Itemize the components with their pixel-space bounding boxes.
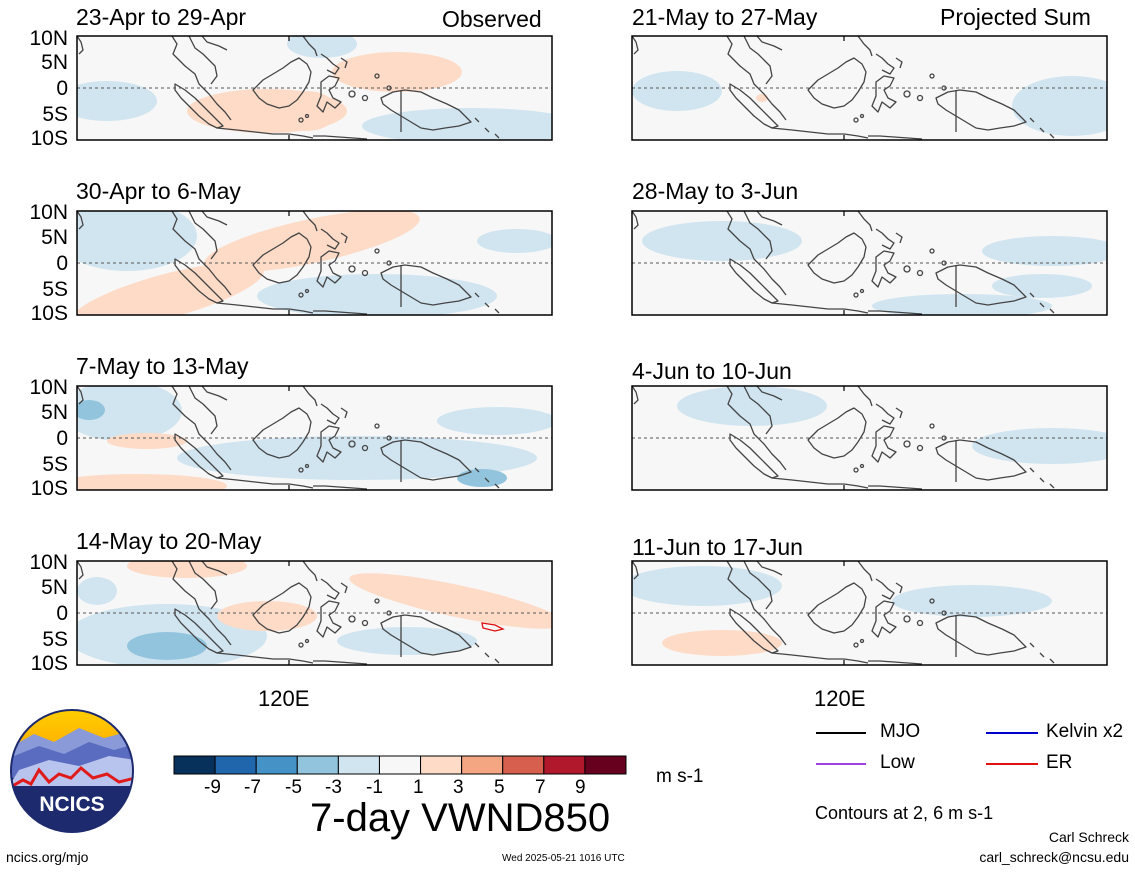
panel-title-obs1: 23-Apr to 29-Apr xyxy=(76,4,247,30)
lat-label: 10S xyxy=(30,302,68,325)
colorbar-swatch xyxy=(502,755,545,775)
colorbar-label: 9 xyxy=(575,777,586,798)
lon-label-left: 120E xyxy=(258,686,310,711)
lat-label: 10N xyxy=(29,376,68,399)
panel-title-prj1: 21-May to 27-May xyxy=(632,4,818,30)
legend-label-er: ER xyxy=(1046,752,1073,773)
colorbar-swatch xyxy=(173,755,216,775)
colorbar-label: -7 xyxy=(244,777,261,798)
author: Carl Schreck xyxy=(1048,829,1129,845)
lon-label-right: 120E xyxy=(814,686,866,711)
colorbar-label: -1 xyxy=(366,777,383,798)
lat-label: 5S xyxy=(42,628,68,651)
legend-label-low: Low xyxy=(880,752,915,773)
colorbar-swatch xyxy=(296,755,339,775)
panel-title-prj3: 4-Jun to 10-Jun xyxy=(632,358,792,384)
lat-label: 10S xyxy=(30,652,68,675)
map-panel-obs2 xyxy=(76,210,553,316)
colorbar-label: 1 xyxy=(413,777,424,798)
lat-label: 10N xyxy=(29,27,68,50)
map-panel-obs1 xyxy=(76,35,553,141)
colorbar xyxy=(173,755,627,775)
lat-label: 5S xyxy=(42,453,68,476)
colorbar-swatch xyxy=(337,755,380,775)
lat-label: 0 xyxy=(56,252,68,275)
panel-title-obs3: 7-May to 13-May xyxy=(76,353,249,379)
lat-label: 10N xyxy=(29,201,68,224)
legend-line-er xyxy=(986,763,1038,765)
ncics-logo: NCICS xyxy=(10,709,134,833)
panel-title-prj4: 11-Jun to 17-Jun xyxy=(632,534,803,560)
colorbar-swatch xyxy=(461,755,504,775)
colorbar-label: 7 xyxy=(535,777,546,798)
colorbar-swatch xyxy=(255,755,298,775)
map-panel-prj3 xyxy=(631,385,1108,491)
lat-label: 0 xyxy=(56,602,68,625)
colorbar-swatch xyxy=(584,755,627,775)
projected-header: Projected Sum xyxy=(940,4,1091,30)
observed-header: Observed xyxy=(442,6,542,32)
lat-label: 5N xyxy=(41,401,68,424)
map-panel-prj4 xyxy=(631,560,1108,666)
colorbar-label: 3 xyxy=(453,777,464,798)
panel-title-prj2: 28-May to 3-Jun xyxy=(632,178,799,204)
lat-label: 5S xyxy=(42,103,68,126)
colorbar-label: -3 xyxy=(325,777,342,798)
map-panel-obs3 xyxy=(76,385,553,491)
colorbar-label: -5 xyxy=(285,777,302,798)
email[interactable]: carl_schreck@ncsu.edu xyxy=(979,849,1129,865)
website-link[interactable]: ncics.org/mjo xyxy=(6,849,89,865)
lat-label: 5N xyxy=(41,576,68,599)
legend-line-mjo xyxy=(816,732,866,734)
map-panel-prj2 xyxy=(631,210,1108,316)
legend-label-mjo: MJO xyxy=(880,721,921,742)
lat-label: 10S xyxy=(30,127,68,150)
colorbar-units: m s-1 xyxy=(656,766,704,787)
lat-label: 10S xyxy=(30,477,68,500)
lat-label: 5N xyxy=(41,226,68,249)
main-title: 7-day VWND850 xyxy=(310,796,611,840)
lat-label: 10N xyxy=(29,551,68,574)
timestamp: Wed 2025-05-21 1016 UTC xyxy=(502,853,625,864)
colorbar-swatch xyxy=(378,755,422,775)
colorbar-swatch xyxy=(543,755,586,775)
legend-line-low xyxy=(816,763,866,765)
colorbar-label: -9 xyxy=(204,777,221,798)
colorbar-swatch xyxy=(214,755,257,775)
colorbar-swatch xyxy=(420,755,463,775)
lat-label: 5S xyxy=(42,278,68,301)
logo-text: NCICS xyxy=(39,793,104,816)
panel-title-obs2: 30-Apr to 6-May xyxy=(76,178,241,204)
lat-label: 5N xyxy=(41,51,68,74)
legend-label-kelvin: Kelvin x2 xyxy=(1046,721,1124,742)
panel-title-obs4: 14-May to 20-May xyxy=(76,528,262,554)
map-panel-obs4 xyxy=(76,560,553,666)
contours-note: Contours at 2, 6 m s-1 xyxy=(815,803,994,823)
colorbar-label: 5 xyxy=(494,777,505,798)
map-panel-prj1 xyxy=(631,35,1108,141)
legend-line-kelvin xyxy=(986,732,1038,734)
lat-label: 0 xyxy=(56,427,68,450)
lat-label: 0 xyxy=(56,77,68,100)
